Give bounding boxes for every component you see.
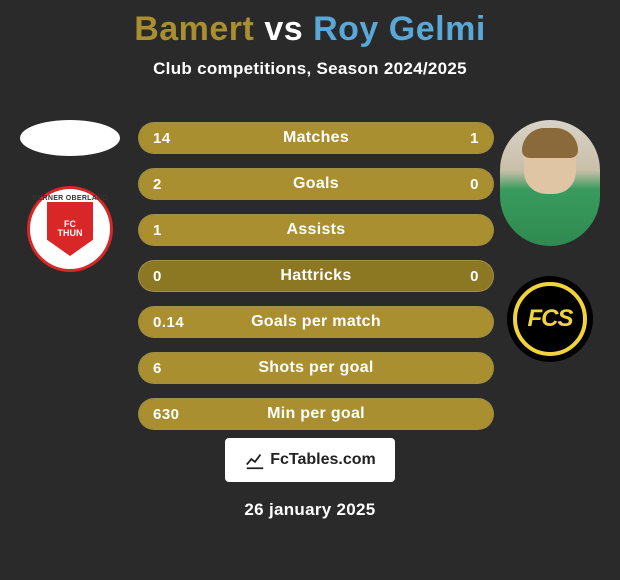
stat-bar: 14Matches1 <box>138 122 494 154</box>
stat-value-right: 1 <box>470 130 479 147</box>
stat-label: Matches <box>139 129 493 147</box>
footer-site-text: FcTables.com <box>270 451 376 469</box>
stat-bar: 630Min per goal <box>138 398 494 430</box>
player2-avatar-photo <box>500 120 600 246</box>
chart-icon <box>244 449 266 471</box>
club-name-text: FCTHUN <box>58 220 83 238</box>
left-player-column: BERNER OBERLAND FCTHUN <box>10 120 130 272</box>
subtitle: Club competitions, Season 2024/2025 <box>0 59 620 79</box>
stat-bars: 14Matches12Goals01Assists0Hattricks00.14… <box>138 122 494 430</box>
stat-bar: 1Assists <box>138 214 494 246</box>
stat-bar: 0.14Goals per match <box>138 306 494 338</box>
stat-label: Hattricks <box>139 267 493 285</box>
stat-bar: 0Hattricks0 <box>138 260 494 292</box>
stat-bar: 6Shots per goal <box>138 352 494 384</box>
stat-bar: 2Goals0 <box>138 168 494 200</box>
stat-label: Assists <box>139 221 493 239</box>
club-logo-fcs: FCS <box>507 276 593 362</box>
player1-avatar-placeholder <box>20 120 120 156</box>
right-player-column: FCS <box>490 120 610 362</box>
player2-name: Roy Gelmi <box>313 10 486 48</box>
player1-name: Bamert <box>134 10 254 48</box>
stat-label: Min per goal <box>139 405 493 423</box>
vs-text: vs <box>264 10 303 48</box>
footer-site-badge: FcTables.com <box>225 438 395 482</box>
stat-label: Goals per match <box>139 313 493 331</box>
stat-value-right: 0 <box>470 268 479 285</box>
stat-label: Shots per goal <box>139 359 493 377</box>
club-logo-thun: BERNER OBERLAND FCTHUN <box>27 186 113 272</box>
club-initials: FCS <box>528 305 573 333</box>
stat-label: Goals <box>139 175 493 193</box>
stat-value-right: 0 <box>470 176 479 193</box>
footer-date: 26 january 2025 <box>0 500 620 520</box>
comparison-title: Bamert vs Roy Gelmi <box>0 0 620 49</box>
club-top-text: BERNER OBERLAND <box>32 195 108 202</box>
